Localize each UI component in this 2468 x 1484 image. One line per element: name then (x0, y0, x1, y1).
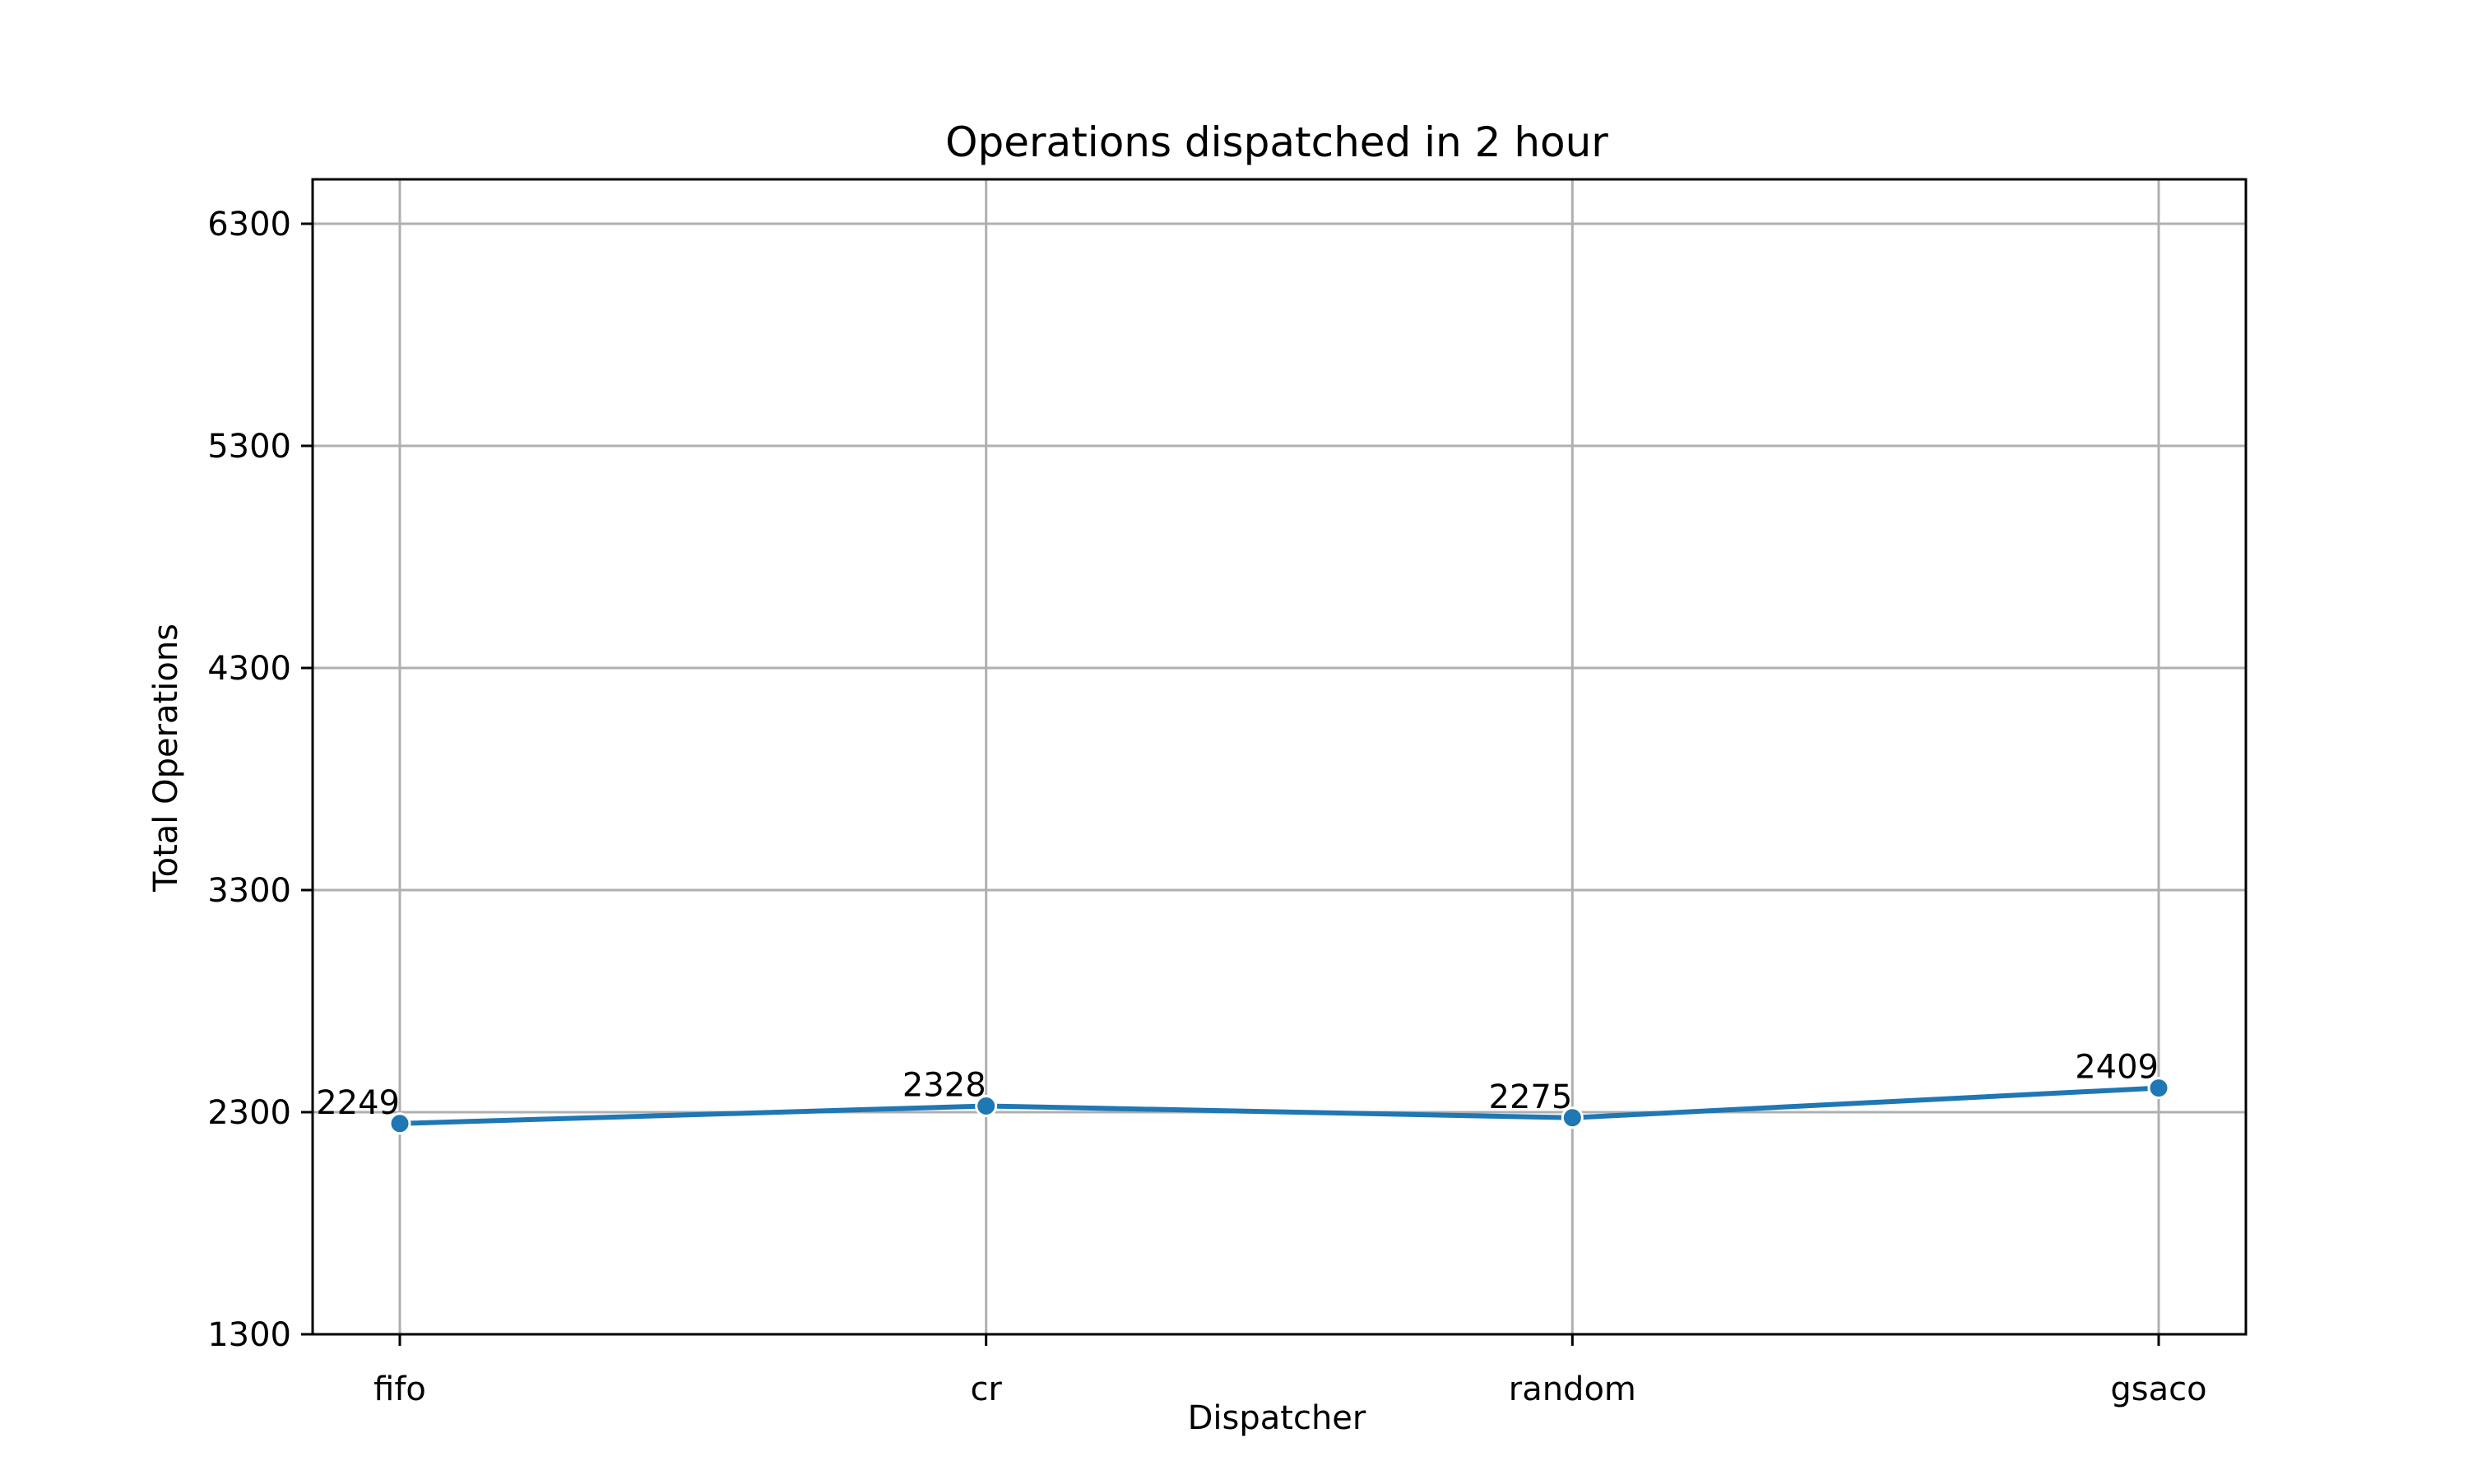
frame-layer (311, 178, 2248, 1336)
x-tick-label-random: random (1509, 1370, 1636, 1408)
x-tick-label-gsaco: gsaco (2110, 1370, 2206, 1408)
y-tick-label: 4300 (207, 650, 291, 688)
x-tick-label-fifo: fifo (373, 1370, 426, 1408)
data-label-random: 2275 (1489, 1078, 1573, 1116)
y-tick-label: 2300 (207, 1094, 291, 1132)
x-tick-label-cr: cr (970, 1370, 1002, 1408)
data-label-gsaco: 2409 (2075, 1049, 2159, 1087)
data-point-fifo (388, 1112, 411, 1135)
y-tick-label: 5300 (207, 428, 291, 466)
tick-layer: 1300 2300 3300 4300 5300 6300 fifo cr random gsac… (207, 206, 2206, 1408)
y-tick-label: 3300 (207, 872, 291, 910)
y-tick-label: 6300 (207, 206, 291, 243)
data-point-gsaco (2147, 1077, 2170, 1100)
data-label-fifo: 2249 (316, 1084, 400, 1122)
grid-layer (313, 179, 2246, 1336)
y-axis-label: Total Operations (147, 624, 185, 893)
plot-frame (311, 178, 2248, 1336)
data-label-cr: 2328 (902, 1066, 986, 1104)
series-layer: 2249 2328 2275 2409 (316, 1049, 2170, 1135)
x-axis-label: Dispatcher (1188, 1399, 1366, 1437)
series-line (397, 1085, 2161, 1126)
data-point-random (1561, 1106, 1584, 1129)
data-point-cr (975, 1094, 998, 1117)
y-tick-label: 1300 (207, 1316, 291, 1354)
chart-title: Operations dispatched in 2 hour (945, 118, 1608, 166)
